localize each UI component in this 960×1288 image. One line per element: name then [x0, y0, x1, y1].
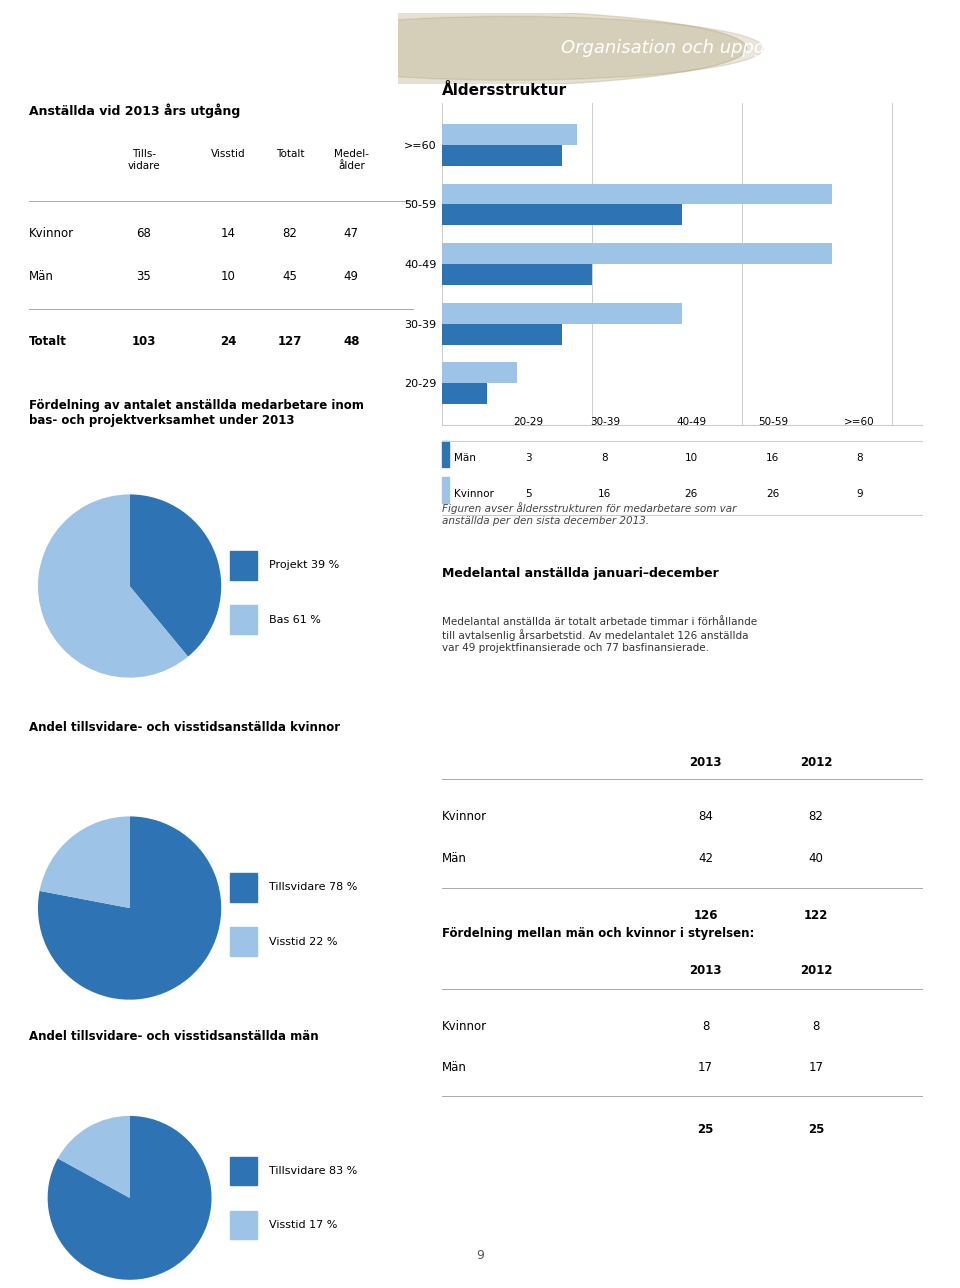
Text: Bas 61 %: Bas 61 %	[269, 614, 321, 625]
Text: Visstid 17 %: Visstid 17 %	[269, 1220, 337, 1230]
Text: 48: 48	[343, 335, 360, 348]
Bar	[230, 873, 257, 902]
Text: Män: Män	[442, 851, 467, 864]
Text: 10: 10	[684, 453, 698, 464]
Bar	[230, 1157, 257, 1185]
Bar	[442, 384, 487, 404]
Text: 2012: 2012	[800, 965, 832, 978]
Wedge shape	[38, 817, 221, 999]
Bar	[442, 303, 682, 323]
Text: Medelantal anställda är totalt arbetade timmar i förhållande
till avtalsenlig år: Medelantal anställda är totalt arbetade …	[442, 617, 756, 653]
Text: 8: 8	[702, 1020, 709, 1033]
Text: 82: 82	[808, 810, 824, 823]
Text: Män: Män	[442, 1061, 467, 1074]
Bar	[442, 205, 682, 225]
Text: 84: 84	[698, 810, 713, 823]
Text: Anställda vid 2013 års utgång: Anställda vid 2013 års utgång	[29, 103, 240, 117]
Text: Andel tillsvidare- och visstidsanställda kvinnor: Andel tillsvidare- och visstidsanställda…	[29, 721, 340, 734]
Bar	[230, 605, 257, 634]
Text: Tillsvidare 78 %: Tillsvidare 78 %	[269, 882, 357, 893]
Text: 5: 5	[525, 489, 531, 500]
Wedge shape	[130, 495, 221, 657]
Bar	[230, 1211, 257, 1239]
Bar	[442, 362, 516, 384]
Text: 8: 8	[812, 1020, 820, 1033]
Bar	[442, 323, 562, 345]
Text: 2012: 2012	[800, 756, 832, 769]
Text: Kvinnor: Kvinnor	[442, 1020, 487, 1033]
Text: 35: 35	[136, 270, 152, 283]
Text: 82: 82	[282, 227, 298, 240]
Text: 30-39: 30-39	[589, 417, 620, 428]
Text: Visstid 22 %: Visstid 22 %	[269, 936, 337, 947]
Text: 16: 16	[766, 453, 780, 464]
Text: Medelantal anställda januari–december: Medelantal anställda januari–december	[442, 567, 718, 580]
Text: Medel-
ålder: Medel- ålder	[334, 149, 369, 171]
Wedge shape	[38, 495, 188, 677]
Text: 126: 126	[693, 909, 718, 922]
Text: 47: 47	[344, 227, 359, 240]
Text: Kvinnor: Kvinnor	[29, 227, 74, 240]
Bar	[230, 927, 257, 956]
Text: 122: 122	[804, 909, 828, 922]
Text: Män: Män	[454, 453, 475, 464]
Text: 49: 49	[344, 270, 359, 283]
Text: Fördelning mellan män och kvinnor i styrelsen:: Fördelning mellan män och kvinnor i styr…	[442, 927, 754, 940]
Circle shape	[258, 17, 763, 80]
Bar	[442, 184, 831, 205]
Text: 17: 17	[808, 1061, 824, 1074]
Bar	[442, 440, 449, 466]
Bar	[442, 477, 449, 502]
Text: 2013: 2013	[689, 965, 722, 978]
Text: 26: 26	[684, 489, 698, 500]
Text: Tillsvidare 83 %: Tillsvidare 83 %	[269, 1166, 357, 1176]
Text: Tills-
vidare: Tills- vidare	[128, 149, 160, 171]
Text: 50-59: 50-59	[757, 417, 788, 428]
Text: 103: 103	[132, 335, 156, 348]
Text: 40: 40	[808, 851, 824, 864]
Wedge shape	[58, 1115, 130, 1198]
Text: Fördelning av antalet anställda medarbetare inom
bas- och projektverksamhet unde: Fördelning av antalet anställda medarbet…	[29, 399, 364, 428]
Bar	[230, 551, 257, 580]
Text: 17: 17	[698, 1061, 713, 1074]
Text: 25: 25	[697, 1123, 714, 1136]
Wedge shape	[48, 1115, 211, 1280]
Text: Figuren avser åldersstrukturen för medarbetare som var
anställda per den sista d: Figuren avser åldersstrukturen för medar…	[442, 502, 736, 526]
Text: 9: 9	[476, 1249, 484, 1262]
Text: Visstid: Visstid	[211, 149, 246, 160]
Text: 16: 16	[598, 489, 612, 500]
Text: 14: 14	[221, 227, 236, 240]
Text: 3: 3	[525, 453, 531, 464]
Text: 25: 25	[807, 1123, 825, 1136]
Text: 8: 8	[856, 453, 862, 464]
Text: 42: 42	[698, 851, 713, 864]
Text: 26: 26	[766, 489, 780, 500]
Text: 20-29: 20-29	[513, 417, 543, 428]
Text: 10: 10	[221, 270, 236, 283]
Text: Kvinnor: Kvinnor	[454, 489, 493, 500]
Text: 40-49: 40-49	[676, 417, 707, 428]
Text: Projekt 39 %: Projekt 39 %	[269, 560, 339, 571]
Text: >=60: >=60	[844, 417, 875, 428]
Wedge shape	[39, 817, 130, 908]
Text: 127: 127	[277, 335, 302, 348]
Circle shape	[129, 9, 747, 88]
Text: 24: 24	[220, 335, 237, 348]
Text: Totalt: Totalt	[276, 149, 304, 160]
Bar	[442, 144, 562, 166]
Text: 45: 45	[282, 270, 298, 283]
Text: Totalt: Totalt	[29, 335, 66, 348]
Text: 8: 8	[602, 453, 608, 464]
Text: Kvinnor: Kvinnor	[442, 810, 487, 823]
Bar	[442, 124, 577, 144]
Bar	[442, 243, 831, 264]
Text: Organisation och uppgifter 2013: Organisation och uppgifter 2013	[561, 40, 853, 57]
Text: Män: Män	[29, 270, 54, 283]
Text: Åldersstruktur: Åldersstruktur	[442, 82, 566, 98]
Text: 9: 9	[856, 489, 862, 500]
Text: 68: 68	[136, 227, 152, 240]
Text: Andel tillsvidare- och visstidsanställda män: Andel tillsvidare- och visstidsanställda…	[29, 1030, 319, 1043]
Bar	[442, 264, 591, 285]
Text: 2013: 2013	[689, 756, 722, 769]
